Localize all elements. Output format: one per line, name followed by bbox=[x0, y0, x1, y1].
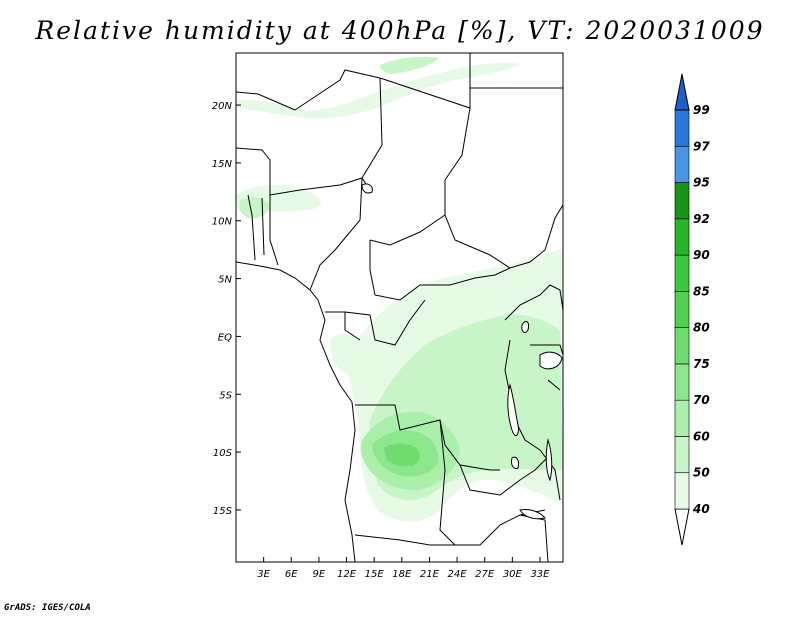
colorbar-level-label: 97 bbox=[693, 139, 710, 153]
border-algeria-niger bbox=[236, 91, 296, 111]
coast-westafrica bbox=[236, 261, 356, 562]
lon-tick-label: 24E bbox=[448, 569, 468, 580]
border-chad-sudan bbox=[444, 107, 471, 241]
lon-tick-label: 18E bbox=[392, 569, 412, 580]
border-ghana-togo bbox=[247, 194, 265, 261]
lat-tick-label: 15S bbox=[213, 506, 233, 517]
colorbar-segment bbox=[674, 254, 690, 292]
lat-tick-label: 5N bbox=[218, 275, 232, 286]
border-zambia bbox=[459, 454, 551, 496]
colorbar-level-label: 40 bbox=[692, 502, 710, 516]
lon-tick-label: 6E bbox=[285, 569, 298, 580]
colorbar-segment bbox=[674, 472, 690, 510]
lat-tick-label: 10S bbox=[213, 448, 233, 459]
colorbar-segment bbox=[674, 363, 690, 401]
border-gabon bbox=[325, 311, 361, 341]
border-angola-namibia bbox=[354, 534, 455, 546]
humidity-area-west-coast bbox=[330, 333, 367, 374]
colorbar-segment bbox=[674, 436, 690, 474]
lon-tick-label: 33E bbox=[530, 569, 550, 580]
border-libya-niger bbox=[294, 53, 471, 111]
colorbar-segment bbox=[674, 399, 690, 437]
colorbar-level-label: 75 bbox=[693, 357, 710, 371]
border-nigeria-benin bbox=[269, 195, 279, 266]
lon-tick-label: 15E bbox=[365, 569, 385, 580]
border-angola-drc bbox=[355, 404, 500, 471]
lat-tick-label: EQ bbox=[218, 332, 232, 343]
border-westafrica bbox=[236, 147, 271, 195]
colorbar-above-triangle bbox=[674, 73, 690, 111]
colorbar-segment bbox=[674, 145, 690, 183]
map-title: Relative humidity at 400hPa [%], VT: 202… bbox=[35, 16, 765, 45]
border-sudan-southsudan bbox=[454, 204, 563, 269]
colorbar: 40 50 60 70 75 80 85 90 92 95 97 99 bbox=[674, 73, 710, 546]
latitude-axis: 20N 15N 10N 5N EQ 5S 10S 15S bbox=[212, 101, 241, 517]
map-frame bbox=[235, 52, 564, 563]
colorbar-level-label: 50 bbox=[693, 466, 710, 480]
colorbar-segment bbox=[674, 109, 690, 147]
lon-tick-label: 27E bbox=[475, 569, 495, 580]
border-east-lakes bbox=[504, 284, 563, 321]
colorbar-level-label: 90 bbox=[693, 248, 710, 262]
lake-kariba bbox=[519, 509, 546, 520]
lon-tick-label: 12E bbox=[337, 569, 357, 580]
grads-credit: GrADS: IGES/COLA bbox=[4, 603, 91, 613]
lakes bbox=[361, 183, 563, 520]
colorbar-level-label: 99 bbox=[693, 103, 710, 117]
lat-tick-label: 15N bbox=[212, 159, 233, 170]
lake-malawi bbox=[545, 438, 553, 482]
lake-tanganyika bbox=[507, 383, 519, 436]
border-car-drc bbox=[374, 267, 511, 301]
border-mozambique bbox=[519, 514, 549, 562]
border-angola-zambia bbox=[439, 419, 456, 546]
border-cameroon-car bbox=[369, 240, 376, 296]
humidity-area-north-top bbox=[380, 56, 440, 74]
lake-chad bbox=[361, 183, 373, 194]
border-chad-car bbox=[369, 214, 446, 246]
lon-tick-label: 9E bbox=[313, 569, 326, 580]
colorbar-level-label: 80 bbox=[693, 321, 710, 335]
country-borders bbox=[236, 53, 563, 562]
colorbar-segment bbox=[674, 291, 690, 328]
colorbar-level-label: 70 bbox=[693, 393, 710, 407]
lon-tick-label: 21E bbox=[420, 569, 440, 580]
humidity-area-75-80 bbox=[384, 443, 420, 467]
lake-albert bbox=[521, 320, 529, 333]
lake-mweru bbox=[511, 456, 519, 469]
colorbar-level-label: 95 bbox=[693, 176, 710, 190]
lon-tick-label: 30E bbox=[503, 569, 523, 580]
lat-tick-label: 5S bbox=[219, 390, 232, 401]
humidity-shading bbox=[236, 56, 563, 522]
lat-tick-label: 10N bbox=[212, 217, 233, 228]
colorbar-segment bbox=[674, 218, 690, 256]
colorbar-segment bbox=[674, 182, 690, 220]
border-nigeria bbox=[269, 177, 363, 291]
lake-victoria bbox=[539, 351, 563, 370]
humidity-area-north-streak bbox=[236, 62, 520, 119]
colorbar-level-label: 85 bbox=[693, 284, 710, 298]
border-tanzania bbox=[539, 379, 561, 501]
colorbar-below-triangle bbox=[674, 508, 690, 546]
lat-tick-label: 20N bbox=[212, 101, 233, 112]
colorbar-level-label: 92 bbox=[693, 212, 710, 226]
colorbar-segment bbox=[674, 327, 690, 365]
colorbar-level-label: 60 bbox=[693, 429, 710, 443]
border-uganda-kenya bbox=[530, 344, 563, 356]
border-congo-drc bbox=[344, 299, 426, 346]
lon-tick-label: 3E bbox=[257, 569, 270, 580]
longitude-axis: 3E 6E 9E 12E 15E 18E 21E 24E 27E 30E 33E bbox=[257, 557, 550, 580]
